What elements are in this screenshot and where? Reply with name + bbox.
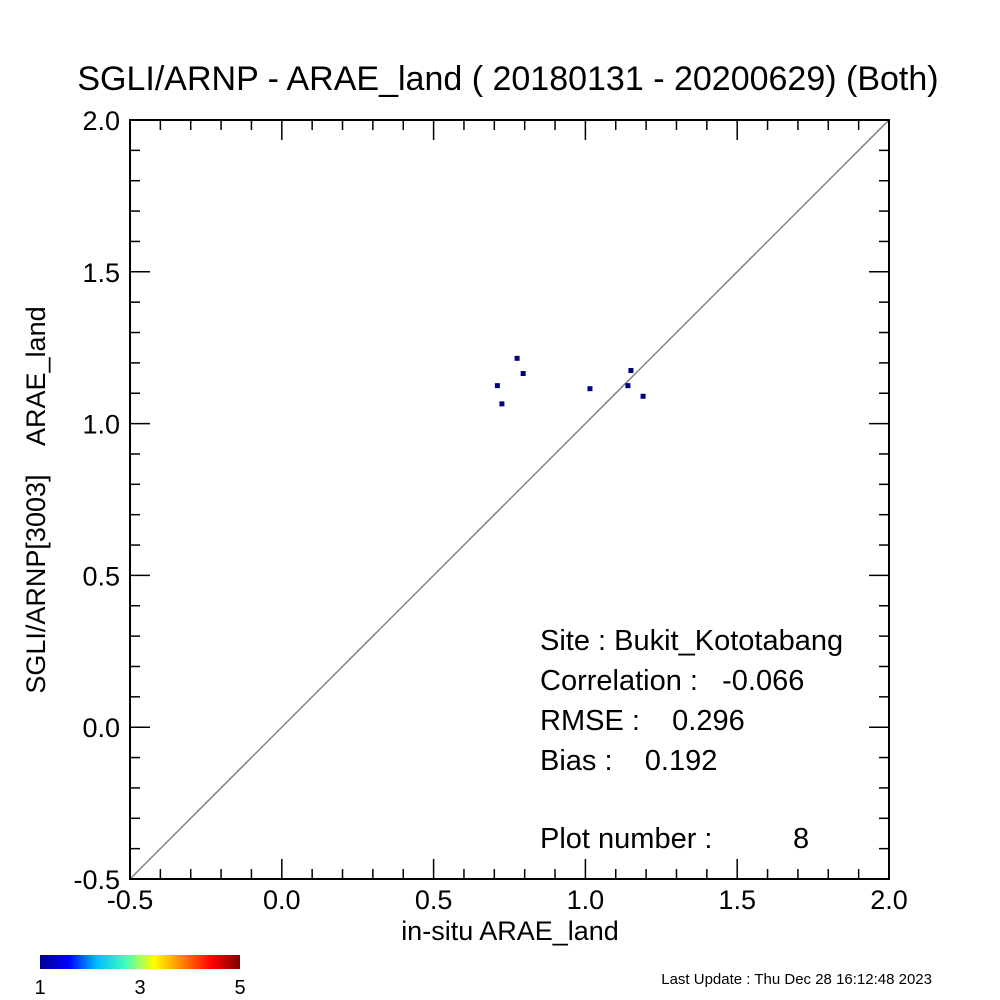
data-point	[514, 355, 520, 361]
data-point	[494, 383, 500, 389]
x-tick-label: 1.5	[718, 885, 756, 915]
stat-correlation: Correlation : -0.066	[540, 665, 804, 697]
data-point	[587, 386, 593, 392]
x-tick-label: 1.0	[567, 885, 605, 915]
tick-labels: -0.5 0.0 0.5 1.0 1.5 2.0 -0.5 0.0 0.5 1.0 1.5 2.0	[73, 106, 907, 915]
x-axis-label: in-situ ARAE_land	[401, 916, 619, 946]
last-update-text: Last Update : Thu Dec 28 16:12:48 2023	[661, 971, 932, 988]
colorbar-bar	[40, 955, 240, 969]
y-tick-label: 2.0	[82, 106, 120, 136]
colorbar-min-label: 1	[34, 977, 45, 999]
stat-plot-number: Plot number : 8	[540, 823, 809, 855]
y-tick-label: 0.0	[82, 713, 120, 743]
stat-bias: Bias : 0.192	[540, 745, 717, 777]
stats-panel: Site : Bukit_Kototabang Correlation : -0…	[540, 625, 843, 855]
y-tick-label: 1.0	[82, 410, 120, 440]
one-to-one-line	[129, 119, 890, 880]
chart-title: SGLI/ARNP - ARAE_land ( 20180131 - 20200…	[77, 60, 938, 98]
x-tick-label: 2.0	[870, 885, 908, 915]
axis-ticks	[129, 119, 890, 880]
data-point	[628, 367, 634, 373]
colorbar-max-label: 5	[234, 977, 245, 999]
y-tick-label: 0.5	[82, 561, 120, 591]
y-tick-label: -0.5	[73, 865, 120, 895]
stat-rmse: RMSE : 0.296	[540, 705, 745, 737]
x-tick-label: 0.5	[415, 885, 453, 915]
data-point	[625, 383, 631, 389]
data-points	[494, 355, 646, 407]
data-point	[520, 371, 526, 377]
data-point	[499, 401, 505, 407]
colorbar: 1 3 5	[34, 955, 246, 999]
data-point	[640, 393, 646, 399]
y-axis-label: SGLI/ARNP[3003] ARAE_land	[21, 306, 51, 693]
x-tick-label: -0.5	[107, 885, 154, 915]
y-tick-label: 1.5	[82, 258, 120, 288]
colorbar-mid-label: 3	[134, 977, 145, 999]
stat-site: Site : Bukit_Kototabang	[540, 625, 843, 657]
x-tick-label: 0.0	[263, 885, 301, 915]
plot-frame	[129, 119, 890, 880]
